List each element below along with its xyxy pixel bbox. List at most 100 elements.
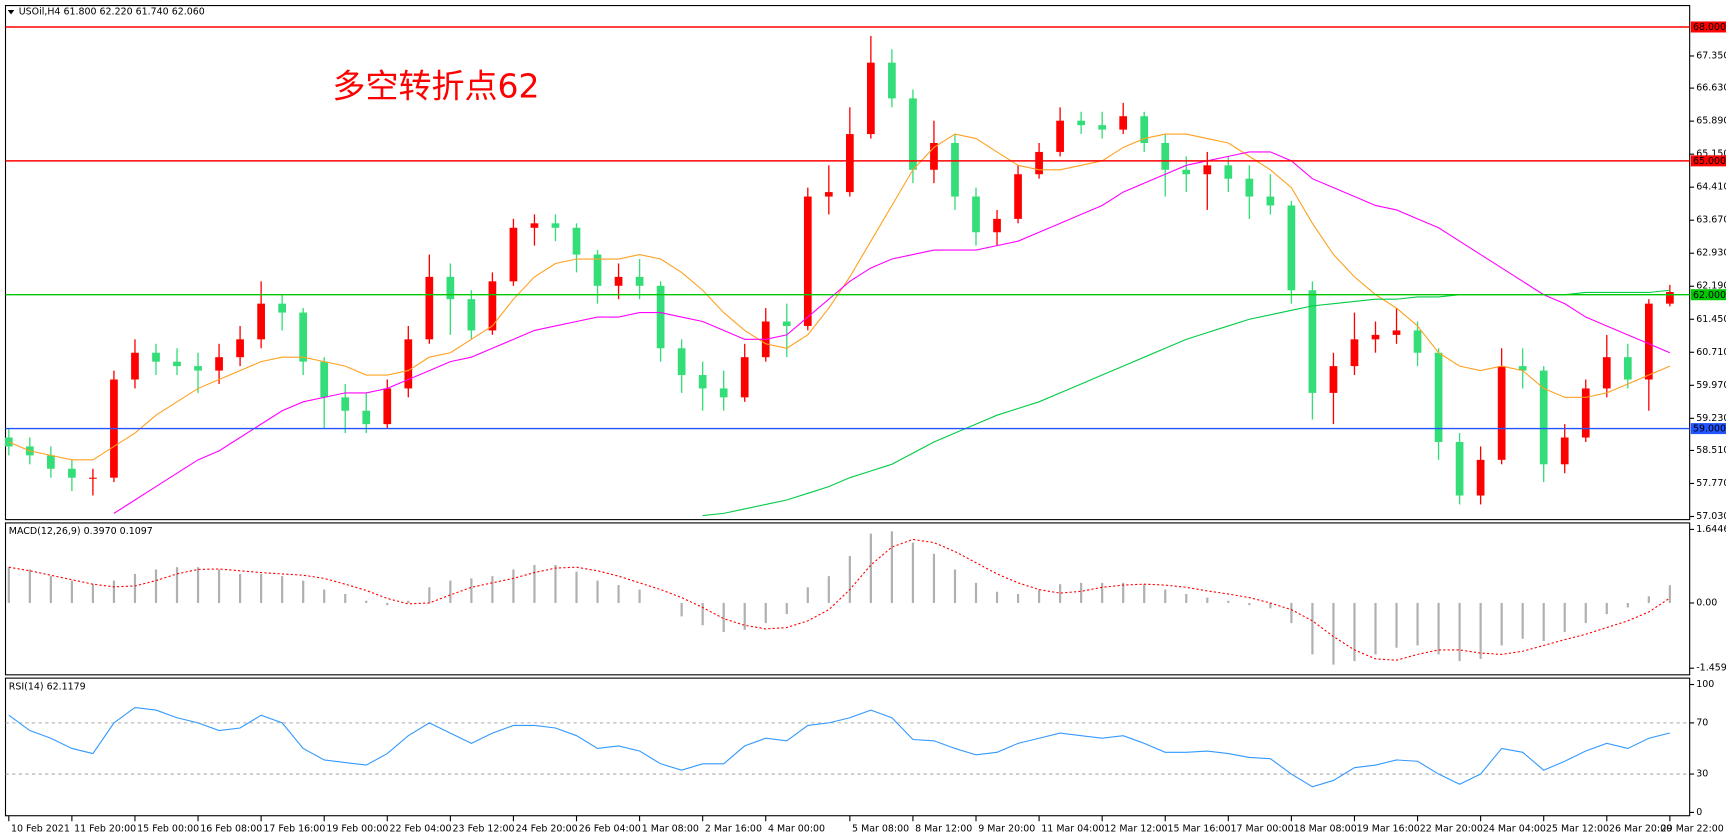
x-tick-label: 2 Mar 16:00 (705, 823, 762, 834)
y-tick-label: 0.00 (1696, 597, 1717, 608)
x-tick-label: 24 Feb 20:00 (516, 823, 578, 834)
x-tick-label: 1 Mar 08:00 (642, 823, 699, 834)
candle-body (1644, 303, 1653, 380)
x-tick-label: 23 Feb 12:00 (453, 823, 515, 834)
candle-body (551, 223, 560, 228)
candle-body (1056, 120, 1064, 152)
x-tick-label: 25 Mar 12:00 (1546, 823, 1609, 834)
candle-body (888, 62, 896, 99)
candle-body (1014, 174, 1022, 219)
candle-body (1140, 116, 1149, 144)
level-label: 68.000 (1693, 22, 1726, 33)
candle-body (68, 468, 76, 478)
candle-body (1392, 330, 1401, 335)
candle-body (740, 357, 749, 398)
candle-body (1182, 169, 1191, 175)
candle-body (930, 143, 938, 170)
candle-body (593, 254, 602, 286)
x-tick-label: 12 Mar 12:00 (1104, 823, 1167, 834)
level-label-box (1690, 21, 1726, 33)
candle-body (1539, 370, 1548, 465)
candle-body (656, 285, 665, 349)
x-tick-label: 26 Mar 20:00 (1609, 823, 1672, 834)
candle-body (1308, 290, 1317, 393)
candle-body (1161, 143, 1170, 170)
x-tick-label: 22 Feb 04:00 (389, 823, 451, 834)
candle-body (719, 388, 728, 398)
candle-body (425, 276, 434, 340)
level-label: 62.000 (1693, 290, 1726, 301)
level-label-box (1690, 155, 1726, 167)
level-label: 59.000 (1693, 424, 1726, 435)
y-tick-label: 0 (1696, 807, 1702, 818)
x-tick-label: 26 Feb 04:00 (579, 823, 641, 834)
x-tick-label: 10 Feb 2021 (11, 823, 70, 834)
candle-body (1455, 441, 1464, 496)
macd-signal (8, 538, 1671, 661)
candle-body (1560, 437, 1569, 465)
candle-body (677, 348, 686, 376)
candle-body (173, 361, 181, 367)
candle-body (1287, 205, 1296, 291)
candle-body (446, 276, 455, 300)
candle-body (1077, 120, 1085, 126)
candle-body (1329, 366, 1338, 393)
candle-body (993, 218, 1001, 233)
candle-body (299, 312, 308, 362)
candle-body (1434, 352, 1443, 442)
y-tick-label: 70 (1696, 717, 1708, 728)
x-tick-label: 15 Feb 00:00 (137, 823, 199, 834)
candle-body (1203, 165, 1212, 175)
x-tick-label: 19 Feb 00:00 (326, 823, 388, 834)
candle-body (909, 98, 917, 170)
candle-body (1497, 366, 1506, 460)
y-tick-label: 1.6446 (1696, 524, 1726, 535)
x-tick-label: 4 Mar 00:00 (768, 823, 825, 834)
candle-body (1224, 165, 1233, 179)
candle-body (152, 352, 160, 362)
candle-body (1266, 196, 1275, 206)
candle-body (236, 339, 244, 358)
rsi-panel (4, 677, 1691, 817)
y-tick-label: -1.4594 (1696, 663, 1726, 674)
price-panel-title: USOil,H4 61.800 62.220 61.740 62.060 (19, 7, 205, 18)
y-tick-label: 57.030 (1696, 511, 1726, 522)
candle-body (867, 62, 875, 135)
x-tick-label: 11 Feb 20:00 (74, 823, 136, 834)
candle-body (383, 388, 392, 425)
y-tick-label: 62.930 (1696, 248, 1726, 259)
candle-body (845, 134, 854, 193)
candle-body (215, 357, 223, 371)
candle-body (131, 352, 139, 380)
candle-body (530, 223, 539, 228)
candle-body (698, 375, 707, 389)
rsi-line (8, 706, 1670, 788)
level-label-box (1690, 423, 1726, 435)
candle-body (278, 303, 286, 313)
y-tick-label: 65.150 (1696, 149, 1726, 160)
candle-body (467, 299, 476, 331)
candle-body (1413, 330, 1422, 353)
candle-body (194, 366, 202, 371)
level-label-box (1690, 289, 1726, 301)
y-tick-label: 65.890 (1696, 116, 1726, 127)
y-tick-label: 60.710 (1696, 347, 1726, 358)
y-tick-label: 66.630 (1696, 83, 1726, 94)
price-panel (4, 5, 1691, 521)
candle-body (1098, 125, 1107, 130)
moving-average (8, 133, 1671, 461)
candle-body (1623, 357, 1632, 380)
candle-body (404, 339, 413, 389)
candle-body (782, 321, 791, 326)
y-tick-label: 67.350 (1696, 50, 1726, 61)
y-tick-label: 59.970 (1696, 380, 1726, 391)
x-tick-label: 18 Mar 08:00 (1294, 823, 1357, 834)
candle-body (1350, 339, 1359, 367)
y-tick-label: 30 (1696, 769, 1708, 780)
candle-body (803, 196, 812, 326)
candle-body (1518, 366, 1527, 371)
candle-body (635, 276, 644, 286)
symbol-menu-arrow[interactable] (7, 9, 15, 15)
